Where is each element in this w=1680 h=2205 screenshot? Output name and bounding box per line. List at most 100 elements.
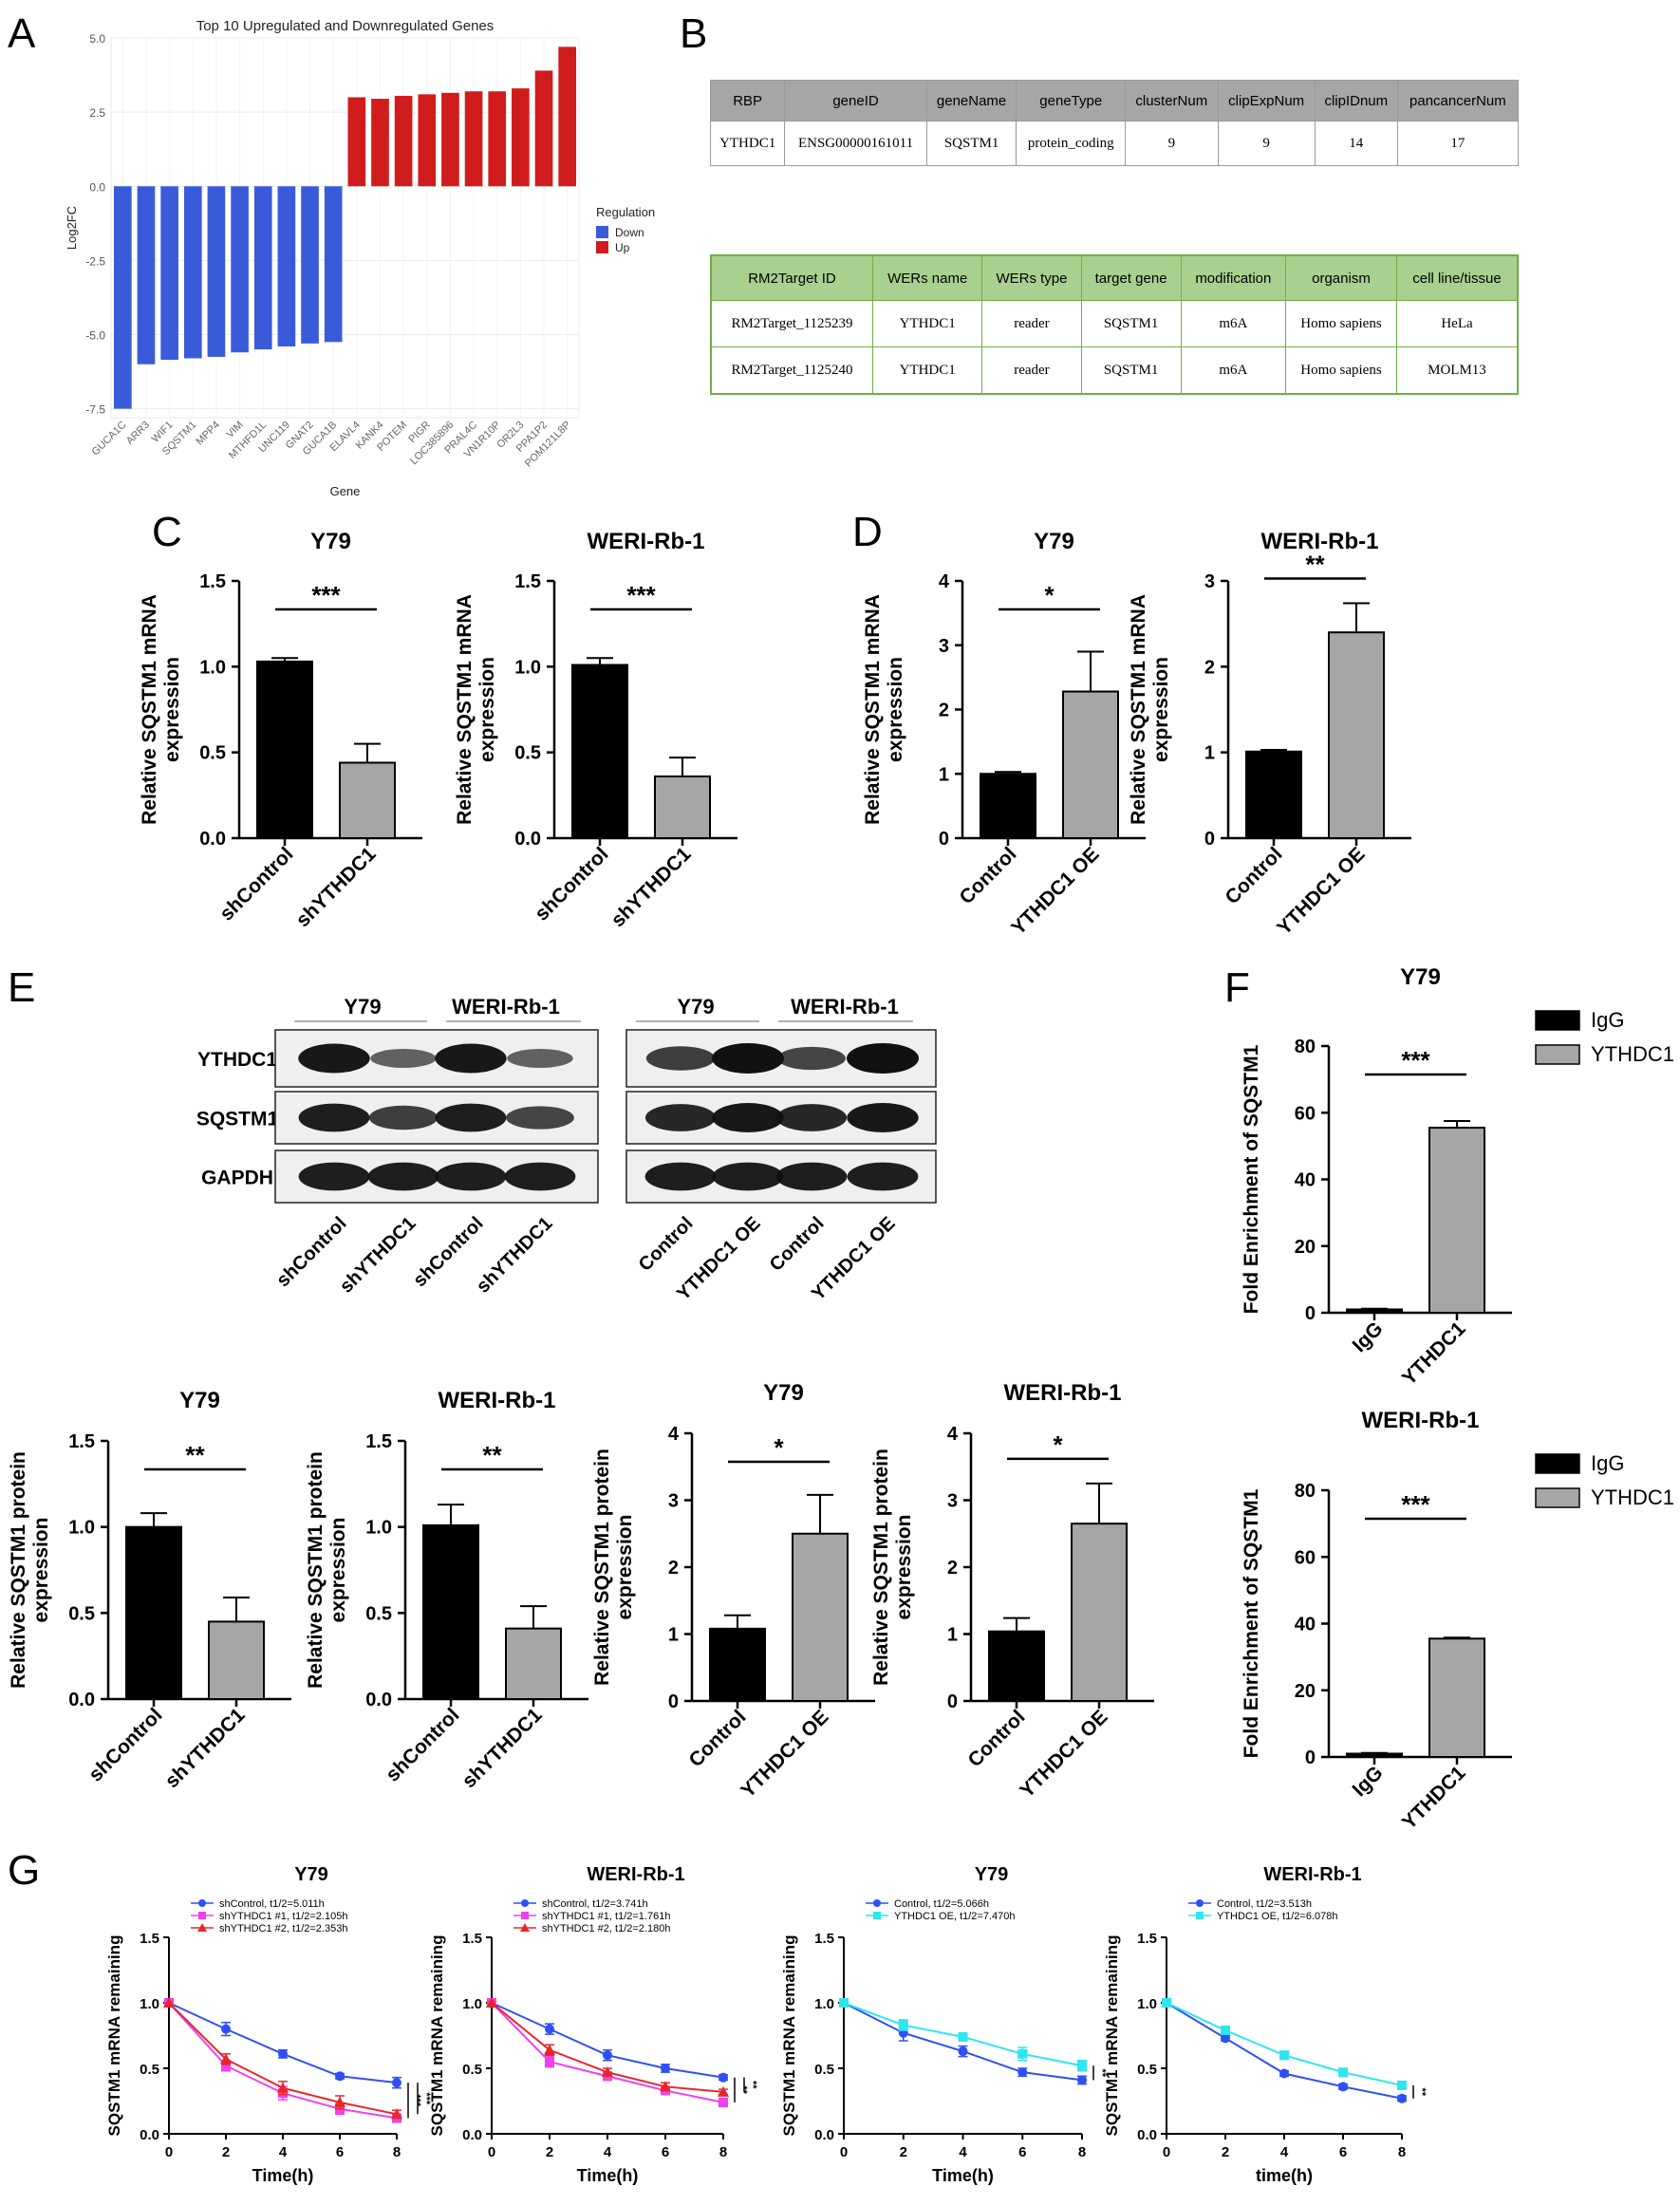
significance-marker: *** [411, 2094, 422, 2107]
table-header-cell: clipIDnum [1314, 80, 1398, 121]
protein-band [645, 1046, 716, 1071]
legend-swatch [1535, 1453, 1580, 1474]
chart-title: Y79 [763, 1380, 804, 1406]
table-cell: reader [981, 300, 1082, 347]
table-cell: m6A [1180, 346, 1287, 395]
table-cell: YTHDC1 [871, 300, 983, 347]
series-line [491, 2002, 724, 2079]
y-tick-label: 0.0 [68, 1690, 95, 1710]
panel-label-f: F [1224, 964, 1250, 1011]
legend-label: Control, t1/2=3.513h [1217, 1898, 1312, 1910]
x-tick-label: 0 [840, 2144, 848, 2160]
table-header-cell: WERs type [981, 254, 1082, 301]
bar-chart-e-weri-oe: 0 1 2 3 4 Relative SQSTM1 protein expression WE… [870, 1380, 1154, 1803]
panel-label-a: A [8, 10, 36, 57]
data-point [839, 1998, 849, 2008]
chart-title: WERI-Rb-1 [1362, 1408, 1480, 1433]
significance-marker: *** [626, 581, 656, 609]
y-axis-label: Relative SQSTM1 mRNA [1128, 594, 1149, 825]
data-point [221, 2024, 231, 2034]
bar [114, 186, 132, 409]
y-axis-label: SQSTM1 mRNA remaining [1103, 1935, 1121, 2137]
x-tick-label: IgG [1349, 1762, 1388, 1801]
bar [253, 186, 272, 350]
x-tick-label: 8 [1398, 2144, 1406, 2160]
protein-label: SQSTM1 [196, 1109, 279, 1131]
legend-label: shYTHDC1 #1, t1/2=1.761h [542, 1911, 670, 1922]
y-tick-label: 2.5 [89, 106, 105, 120]
protein-band [298, 1043, 370, 1074]
legend-marker [521, 1912, 529, 1919]
data-point [898, 2020, 908, 2030]
western-blot: Y79 WERI-Rb-1 Y79 WERI-Rb-1 YTHDC1 SQSTM1 GAPD… [196, 995, 937, 1304]
y-tick-label: 5.0 [89, 32, 105, 46]
x-tick-label: 6 [662, 2144, 669, 2160]
bar [231, 186, 249, 353]
y-tick-label: 0 [1305, 1747, 1316, 1768]
table-cell: HeLa [1395, 300, 1519, 347]
data-point [278, 2048, 288, 2059]
x-tick-label: shYTHDC1 [607, 843, 696, 931]
y-axis-label: Log2FC [65, 206, 79, 250]
bar [988, 1630, 1045, 1703]
y-tick-label: 0 [668, 1691, 679, 1712]
x-tick-label: Control [963, 1706, 1029, 1771]
bar [160, 186, 178, 361]
table-cell: Homo sapiens [1285, 346, 1397, 395]
table-cell: SQSTM1 [925, 121, 1017, 166]
y-tick-label: 0 [1305, 1303, 1316, 1324]
y-tick-label: 40 [1295, 1615, 1316, 1635]
bar [654, 775, 711, 840]
table-cell: reader [981, 346, 1082, 395]
legend-label: YTHDC1 [1591, 1042, 1674, 1066]
legend-swatch [596, 226, 608, 238]
y-tick-label: 1 [939, 764, 949, 785]
bar [512, 88, 530, 187]
x-tick-label: YTHDC1 [1398, 1317, 1470, 1390]
data-point [545, 2057, 554, 2067]
x-tick-label: YTHDC1 OE [1016, 1706, 1111, 1802]
bar [505, 1627, 562, 1700]
significance-marker: * [1053, 1430, 1063, 1459]
x-tick-label: ARR3 [124, 420, 152, 447]
y-tick-label: 0.5 [462, 2062, 482, 2078]
y-tick-label: 1.5 [814, 1931, 834, 1947]
data-point [1338, 2067, 1348, 2078]
y-tick-label: 3 [668, 1491, 679, 1512]
x-tick-label: 0 [488, 2144, 495, 2160]
x-tick-label: shControl [84, 1704, 166, 1785]
y-axis-label: Relative SQSTM1 protein [8, 1451, 29, 1689]
x-tick-label: 8 [393, 2144, 401, 2160]
y-tick-label: 0.0 [514, 829, 541, 850]
data-point [392, 2078, 401, 2088]
bar [534, 70, 553, 187]
legend-marker [520, 1923, 530, 1932]
data-point [545, 2024, 554, 2034]
y-tick-label: 4 [939, 571, 950, 592]
y-tick-label: 1.0 [462, 1996, 482, 2012]
legend-label: Control, t1/2=5.066h [894, 1898, 989, 1910]
x-tick-label: 6 [336, 2144, 344, 2160]
line-chart-g-y79-oe: 0.0 0.5 1.0 1.5 0 2 4 6 8 Time(h) SQSTM1 mRNA rema… [780, 1864, 1108, 2185]
y-axis-label: expression [885, 657, 906, 762]
y-tick-label: 0.0 [89, 180, 105, 194]
bar [422, 1523, 479, 1701]
panel-label-e: E [8, 964, 35, 1011]
bar [1328, 631, 1385, 840]
y-axis-label: SQSTM1 mRNA remaining [105, 1935, 123, 2137]
significance-marker: *** [1401, 1490, 1430, 1519]
significance-marker: ** [1305, 550, 1325, 578]
y-axis-label: SQSTM1 mRNA remaining [780, 1935, 798, 2137]
y-axis-label: expression [30, 1518, 52, 1623]
x-tick-label: 2 [222, 2144, 230, 2160]
data-point [603, 2050, 612, 2061]
x-tick-label: MPP4 [194, 420, 222, 448]
x-tick-label: Control [684, 1706, 750, 1771]
data-point [1397, 2093, 1407, 2103]
bar [709, 1627, 766, 1702]
y-axis-label: Fold Enrichment of SQSTM1 [1241, 1044, 1262, 1314]
data-point [1077, 2061, 1087, 2071]
chart-title: WERI-Rb-1 [439, 1388, 556, 1413]
legend-marker [1196, 1899, 1204, 1907]
